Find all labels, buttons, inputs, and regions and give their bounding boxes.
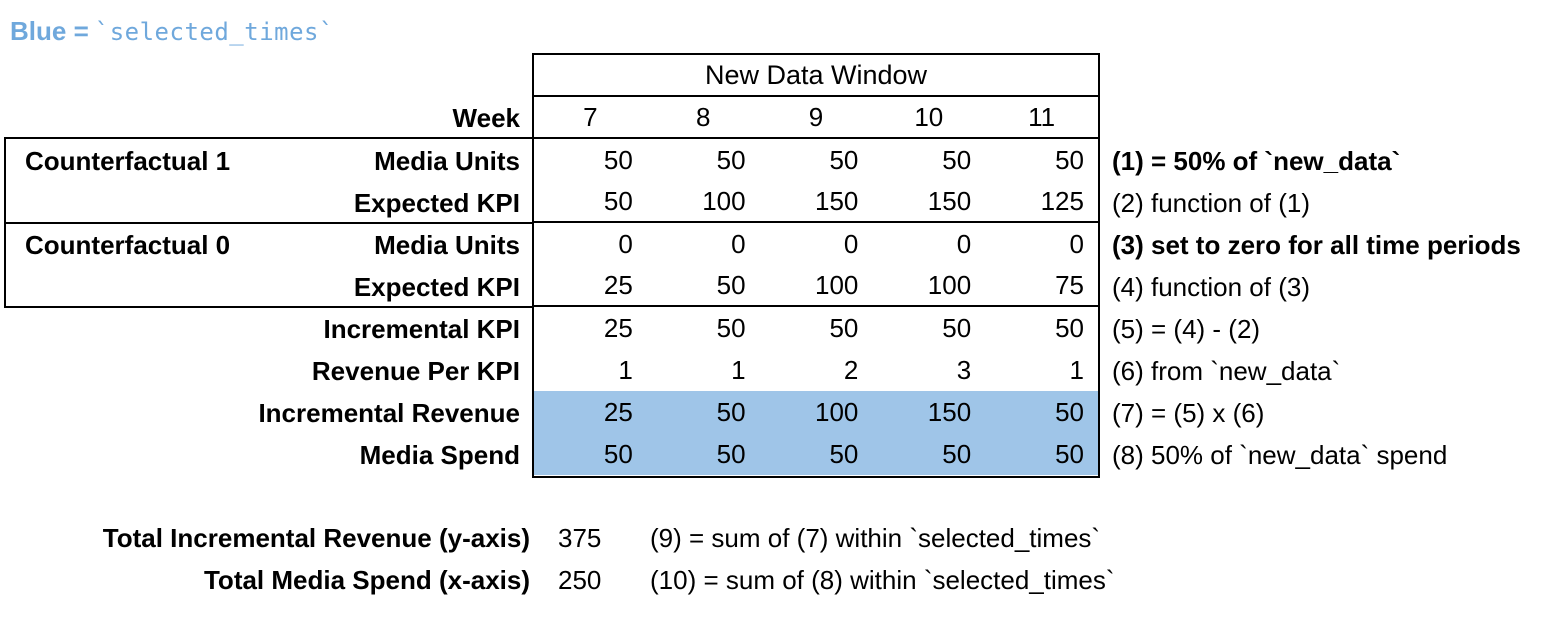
table-row: 25 50 100 100 75 (534, 265, 1098, 307)
data-cell: 50 (716, 312, 746, 343)
row-label: Media Units (374, 230, 520, 260)
data-cell: 100 (927, 269, 972, 300)
week-number: 10 (914, 101, 944, 132)
row-annotation: (2) function of (1) (1112, 188, 1310, 218)
table-row: 0 0 0 0 0 (534, 223, 1098, 265)
week-number: 11 (1028, 101, 1056, 132)
total-incremental-revenue-label: Total Incremental Revenue (y-axis) (102, 523, 530, 553)
row-annotation: (6) from `new_data` (1112, 356, 1341, 386)
data-cell: 50 (829, 312, 859, 343)
legend: Blue = `selected_times` (10, 16, 334, 47)
row-annotation: (7) = (5) x (6) (1112, 398, 1265, 428)
counterfactual-0-box (4, 223, 532, 308)
data-cell: 50 (716, 438, 746, 469)
data-cell: 150 (927, 396, 972, 427)
row-label: Incremental Revenue (258, 398, 520, 428)
group-label: Counterfactual 0 (25, 230, 231, 260)
legend-code-token: `selected_times` (94, 18, 334, 46)
data-cell: 150 (815, 185, 859, 216)
table-row: 50 50 50 50 50 (534, 433, 1098, 475)
total-incremental-revenue-value: 375 (558, 523, 602, 553)
week-number: 9 (808, 101, 824, 132)
window-title: New Data Window (704, 59, 928, 90)
data-cell: 0 (843, 228, 859, 259)
row-annotation: (5) = (4) - (2) (1112, 314, 1261, 344)
table-row: 1 1 2 3 1 (534, 349, 1098, 391)
week-number: 7 (583, 101, 598, 132)
table-row: 50 100 150 150 125 (534, 181, 1098, 223)
row-annotation: (3) set to zero for all time periods (1112, 230, 1521, 260)
data-cell: 50 (716, 269, 746, 300)
data-cell: 2 (843, 354, 859, 385)
data-cell: 50 (716, 396, 746, 427)
week-header-row: 7 8 9 10 11 (534, 97, 1098, 139)
window-header-row: New Data Window (534, 55, 1098, 97)
data-cell: 0 (1069, 228, 1084, 259)
week-number: 8 (695, 101, 711, 132)
total-media-spend-label: Total Media Spend (x-axis) (203, 565, 530, 595)
data-cell: 100 (702, 185, 746, 216)
data-cell: 100 (815, 396, 859, 427)
group-label: Counterfactual 1 (25, 146, 231, 176)
data-cell: 0 (731, 228, 746, 259)
legend-color-label: Blue = (10, 16, 89, 46)
data-cell: 50 (829, 144, 859, 175)
table-row: 25 50 100 150 50 (534, 391, 1098, 433)
data-cell: 50 (716, 144, 746, 175)
table-row: 50 50 50 50 50 (534, 139, 1098, 181)
data-cell: 125 (1040, 185, 1084, 216)
row-annotation: (8) 50% of `new_data` spend (1112, 440, 1448, 470)
data-cell: 0 (956, 228, 972, 259)
week-label: Week (452, 103, 520, 133)
data-cell: 50 (942, 312, 972, 343)
data-cell: 75 (1055, 269, 1084, 300)
data-cell: 1 (618, 354, 633, 385)
data-cell: 50 (603, 438, 633, 469)
data-cell: 50 (603, 144, 633, 175)
data-cell: 1 (1069, 354, 1084, 385)
data-cell: 50 (942, 144, 972, 175)
row-label: Revenue Per KPI (311, 356, 520, 386)
row-label: Expected KPI (353, 188, 520, 218)
data-cell: 50 (603, 185, 633, 216)
data-cell: 100 (815, 269, 859, 300)
row-label: Media Units (374, 146, 520, 176)
total-incremental-revenue-annotation: (9) = sum of (7) within `selected_times` (650, 523, 1101, 553)
data-cell: 50 (1055, 438, 1084, 469)
row-label: Expected KPI (353, 272, 520, 302)
data-cell: 0 (618, 228, 633, 259)
data-cell: 150 (927, 185, 972, 216)
row-label: Incremental KPI (323, 314, 520, 344)
data-cell: 25 (603, 312, 633, 343)
data-grid: New Data Window 7 8 9 10 11 50 50 50 50 50 50 100 1… (532, 53, 1100, 478)
data-cell: 1 (731, 354, 746, 385)
data-cell: 50 (1055, 396, 1084, 427)
data-cell: 50 (829, 438, 859, 469)
row-annotation: (4) function of (3) (1112, 272, 1310, 302)
total-media-spend-annotation: (10) = sum of (8) within `selected_times… (650, 565, 1115, 595)
data-cell: 25 (603, 396, 633, 427)
data-cell: 3 (956, 354, 972, 385)
table-row: 25 50 50 50 50 (534, 307, 1098, 349)
data-cell: 25 (603, 269, 633, 300)
row-label: Media Spend (359, 440, 520, 470)
counterfactual-1-box (4, 137, 532, 224)
data-cell: 50 (1055, 144, 1084, 175)
data-cell: 50 (1055, 312, 1084, 343)
row-annotation: (1) = 50% of `new_data` (1112, 146, 1401, 176)
data-cell: 50 (942, 438, 972, 469)
total-media-spend-value: 250 (558, 565, 602, 595)
